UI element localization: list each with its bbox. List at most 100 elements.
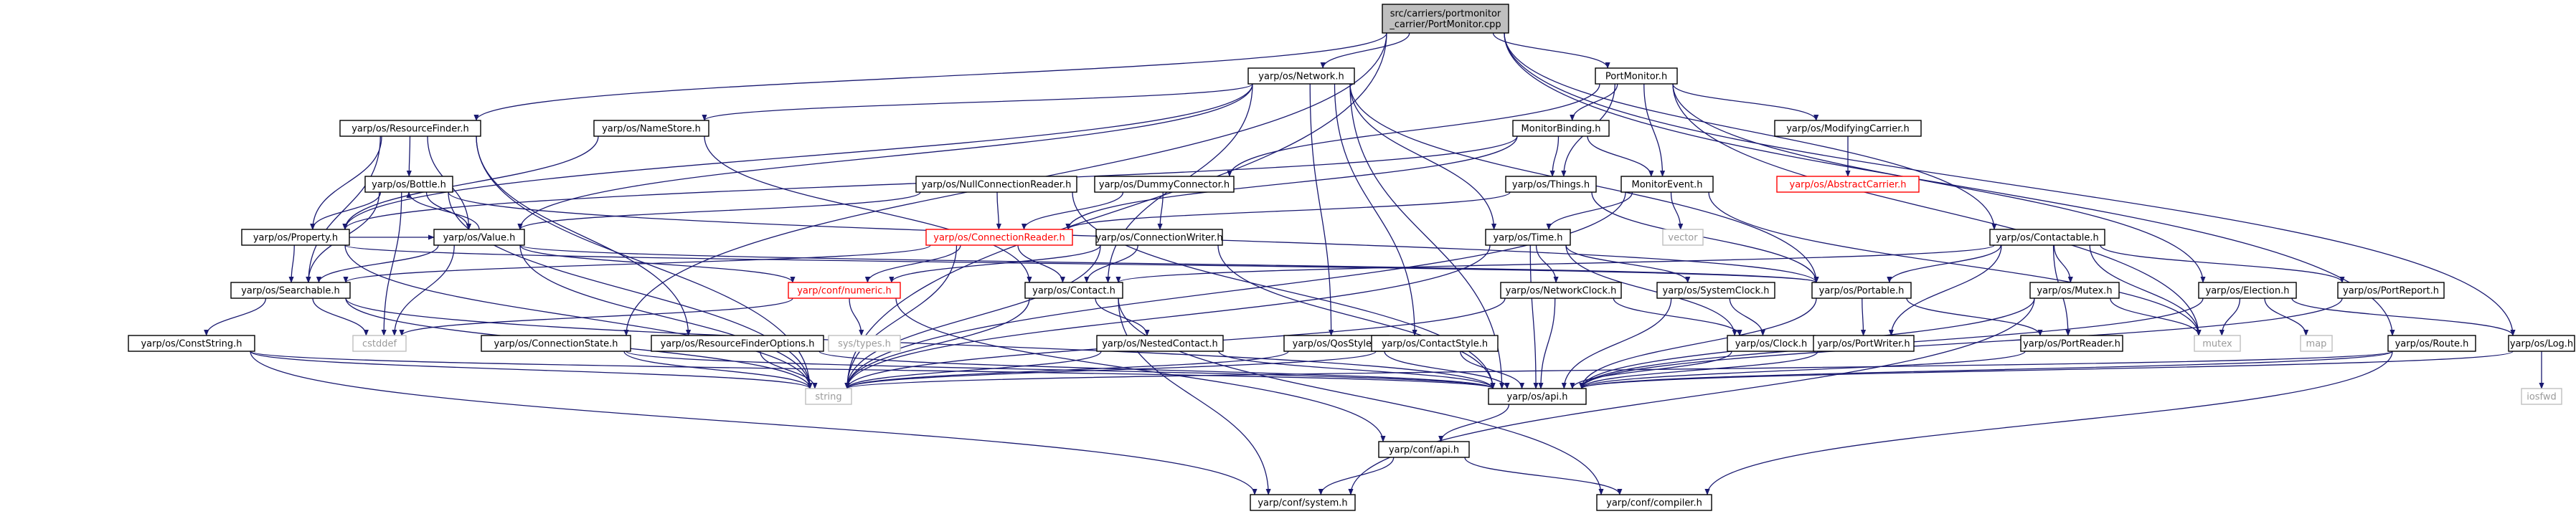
edge-conststring-to-system [250, 351, 1258, 495]
node-compiler[interactable]: yarp/conf/compiler.h [1596, 494, 1712, 511]
edge-line [844, 244, 1491, 389]
node-network[interactable]: yarp/os/Network.h [1247, 67, 1355, 85]
node-numeric[interactable]: yarp/conf/numeric.h [788, 282, 901, 299]
node-label: yarp/os/PortWriter.h [1817, 339, 1910, 350]
edge-network-to-namestore [702, 83, 1253, 121]
edge-mutex-to-mutexstd [2110, 297, 2202, 336]
node-things[interactable]: yarp/os/Things.h [1505, 176, 1597, 193]
node-mutex[interactable]: yarp/os/Mutex.h [2029, 282, 2120, 299]
edge-line [310, 191, 382, 230]
edge-line [1227, 83, 1600, 177]
node-label: yarp/os/NullConnectionReader.h [922, 180, 1072, 191]
node-networkclock[interactable]: yarp/os/NetworkClock.h [1500, 282, 1622, 299]
node-namestore[interactable]: yarp/os/NameStore.h [593, 120, 709, 137]
edge-line [2100, 244, 2345, 283]
node-value[interactable]: yarp/os/Value.h [433, 229, 525, 246]
node-root[interactable]: src/carriers/portmonitor_carrier/PortMon… [1382, 4, 1509, 34]
node-modifyingcarrier[interactable]: yarp/os/ModifyingCarrier.h [1774, 120, 1922, 137]
edge-connreader-to-numeric [864, 244, 961, 283]
node-contactstyle[interactable]: yarp/os/ContactStyle.h [1371, 335, 1499, 352]
node-portwriter[interactable]: yarp/os/PortWriter.h [1813, 335, 1915, 352]
node-label: yarp/os/Contactable.h [1996, 233, 2099, 244]
edge-line [889, 244, 1101, 283]
edge-line [1670, 191, 1684, 230]
edge-route-to-compiler [1704, 351, 2393, 495]
edge-qosstyle-to-api [1384, 351, 1510, 389]
edge-line [1672, 83, 2206, 283]
node-property[interactable]: yarp/os/Property.h [241, 229, 350, 246]
edge-monitorevent-to-mutexstd [1708, 191, 2202, 336]
node-nullconnreader[interactable]: yarp/os/NullConnectionReader.h [915, 176, 1077, 193]
node-qosstyle[interactable]: yarp/os/QosStyle.h [1283, 335, 1390, 352]
edge-line [1579, 351, 2026, 389]
node-connreader[interactable]: yarp/os/ConnectionReader.h [925, 229, 1073, 246]
edge-contactable-to-portreport [2100, 244, 2345, 283]
node-box [2198, 282, 2297, 299]
node-resourcefinder[interactable]: yarp/os/ResourceFinder.h [339, 120, 481, 137]
node-monitorevent[interactable]: MonitorEvent.h [1620, 176, 1714, 193]
node-portmonitor[interactable]: PortMonitor.h [1595, 67, 1678, 85]
node-label: yarp/os/Portable.h [1819, 286, 1905, 297]
edge-root-to-network [1320, 32, 1410, 69]
node-log[interactable]: yarp/os/Log.h [2508, 335, 2575, 352]
edge-line [1460, 351, 1525, 389]
edge-line [1887, 244, 2001, 283]
node-clock[interactable]: yarp/os/Clock.h [1727, 335, 1816, 352]
edge-nullconnreader-to-api [1072, 191, 1496, 389]
node-rfoptions[interactable]: yarp/os/ResourceFinderOptions.h [651, 335, 824, 352]
node-box [2508, 335, 2575, 352]
edge-line [1384, 351, 1510, 389]
edge-line [844, 32, 1387, 389]
edge-line [2110, 297, 2202, 336]
node-connwriter[interactable]: yarp/os/ConnectionWriter.h [1095, 229, 1223, 246]
node-dummyconnector[interactable]: yarp/os/DummyConnector.h [1094, 176, 1235, 193]
edge-time-to-api [1529, 244, 1539, 389]
node-nestedcontact[interactable]: yarp/os/NestedContact.h [1096, 335, 1224, 352]
node-label: yarp/os/Property.h [253, 233, 338, 244]
edge-contactable-to-portwriter [1888, 244, 2002, 336]
edge-line [1115, 244, 1995, 283]
node-label: iosfwd [2527, 392, 2557, 403]
node-box [2521, 388, 2562, 405]
node-contactable[interactable]: yarp/os/Contactable.h [1989, 229, 2105, 246]
node-cstddef: cstddef [352, 335, 407, 352]
edge-line [1348, 297, 2035, 495]
node-system[interactable]: yarp/conf/system.h [1250, 494, 1356, 511]
node-portable[interactable]: yarp/os/Portable.h [1811, 282, 1912, 299]
edge-line [702, 83, 1253, 121]
file-nodes: src/carriers/portmonitor_carrier/PortMon… [128, 4, 2575, 511]
node-box [828, 335, 901, 352]
node-contact[interactable]: yarp/os/Contact.h [1024, 282, 1123, 299]
edge-line [406, 135, 412, 177]
node-box [1378, 441, 1470, 458]
node-box [481, 335, 631, 352]
edge-line [519, 244, 1819, 283]
node-abstractcarrier[interactable]: yarp/os/AbstractCarrier.h [1776, 176, 1920, 193]
edge-line [1579, 351, 2514, 389]
node-portreader[interactable]: yarp/os/PortReader.h [2020, 335, 2123, 352]
node-route[interactable]: yarp/os/Route.h [2387, 335, 2476, 352]
node-conststring[interactable]: yarp/os/ConstString.h [128, 335, 255, 352]
node-label: yarp/os/ResourceFinder.h [352, 124, 469, 135]
edge-log-to-api [1579, 351, 2514, 389]
node-time[interactable]: yarp/os/Time.h [1485, 229, 1571, 246]
edge-searchable-to-cstddef [312, 297, 369, 336]
node-systemclock[interactable]: yarp/os/SystemClock.h [1656, 282, 1775, 299]
edge-line [623, 351, 813, 389]
node-monitorbinding[interactable]: MonitorBinding.h [1512, 120, 1610, 137]
node-label: yarp/os/Bottle.h [372, 180, 446, 191]
node-portreport[interactable]: yarp/os/PortReport.h [2337, 282, 2445, 299]
node-connstate[interactable]: yarp/os/ConnectionState.h [481, 335, 631, 352]
node-box [1595, 67, 1678, 85]
edge-line [1587, 135, 1654, 177]
node-searchable[interactable]: yarp/os/Searchable.h [230, 282, 351, 299]
edge-line [1549, 135, 1560, 177]
edge-portmonitor-to-election [1672, 83, 2206, 283]
edge-value-to-portable [519, 244, 1819, 283]
edge-line [996, 191, 1001, 230]
node-election[interactable]: yarp/os/Election.h [2198, 282, 2297, 299]
node-confapi[interactable]: yarp/conf/api.h [1378, 441, 1470, 458]
node-bottle[interactable]: yarp/os/Bottle.h [364, 176, 453, 193]
edge-conststring-to-string [250, 351, 813, 389]
node-api[interactable]: yarp/os/api.h [1488, 388, 1587, 405]
